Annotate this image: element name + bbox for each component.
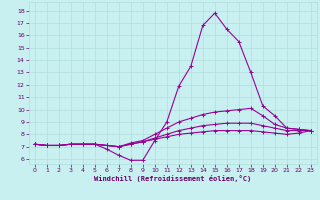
X-axis label: Windchill (Refroidissement éolien,°C): Windchill (Refroidissement éolien,°C) <box>94 175 252 182</box>
